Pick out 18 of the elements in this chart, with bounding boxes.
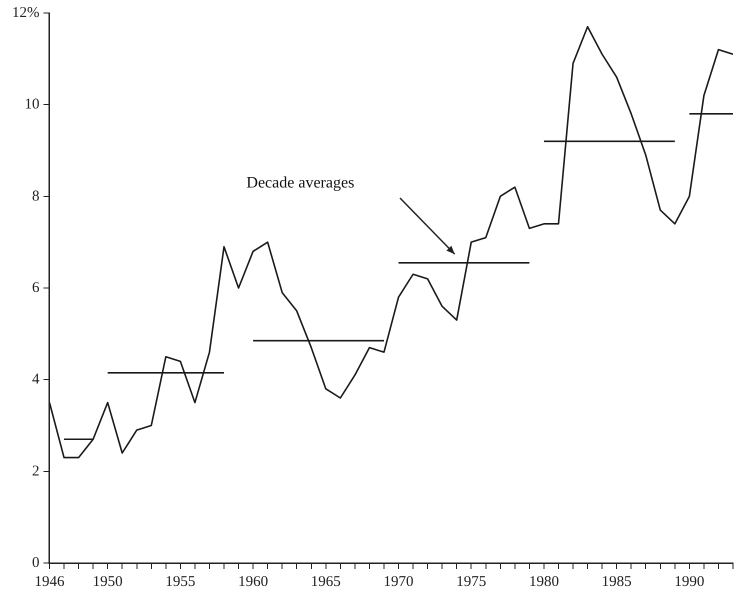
- y-tick-label: 6: [32, 280, 40, 296]
- x-tick-label: 1980: [528, 574, 559, 590]
- x-tick-label: 1970: [384, 574, 414, 590]
- y-tick-label: 4: [32, 372, 40, 388]
- x-tick-label: 1950: [92, 574, 123, 590]
- x-tick-label: 1990: [674, 574, 704, 590]
- x-tick-label: 1965: [310, 574, 341, 590]
- x-tick-label: 1955: [165, 574, 196, 590]
- y-tick-label: 8: [32, 188, 40, 204]
- x-tick-label: 1975: [456, 574, 486, 590]
- annotation: Decade averages: [246, 174, 354, 192]
- x-tick-label: 1946: [34, 574, 65, 590]
- x-tick-label: 1985: [602, 574, 632, 590]
- y-tick-label: 2: [32, 463, 40, 480]
- y-tick-label: 12%: [12, 4, 40, 21]
- y-tick-label: 0: [32, 554, 40, 571]
- y-tick-label: 10: [24, 96, 40, 113]
- x-tick-label: 1960: [238, 574, 268, 590]
